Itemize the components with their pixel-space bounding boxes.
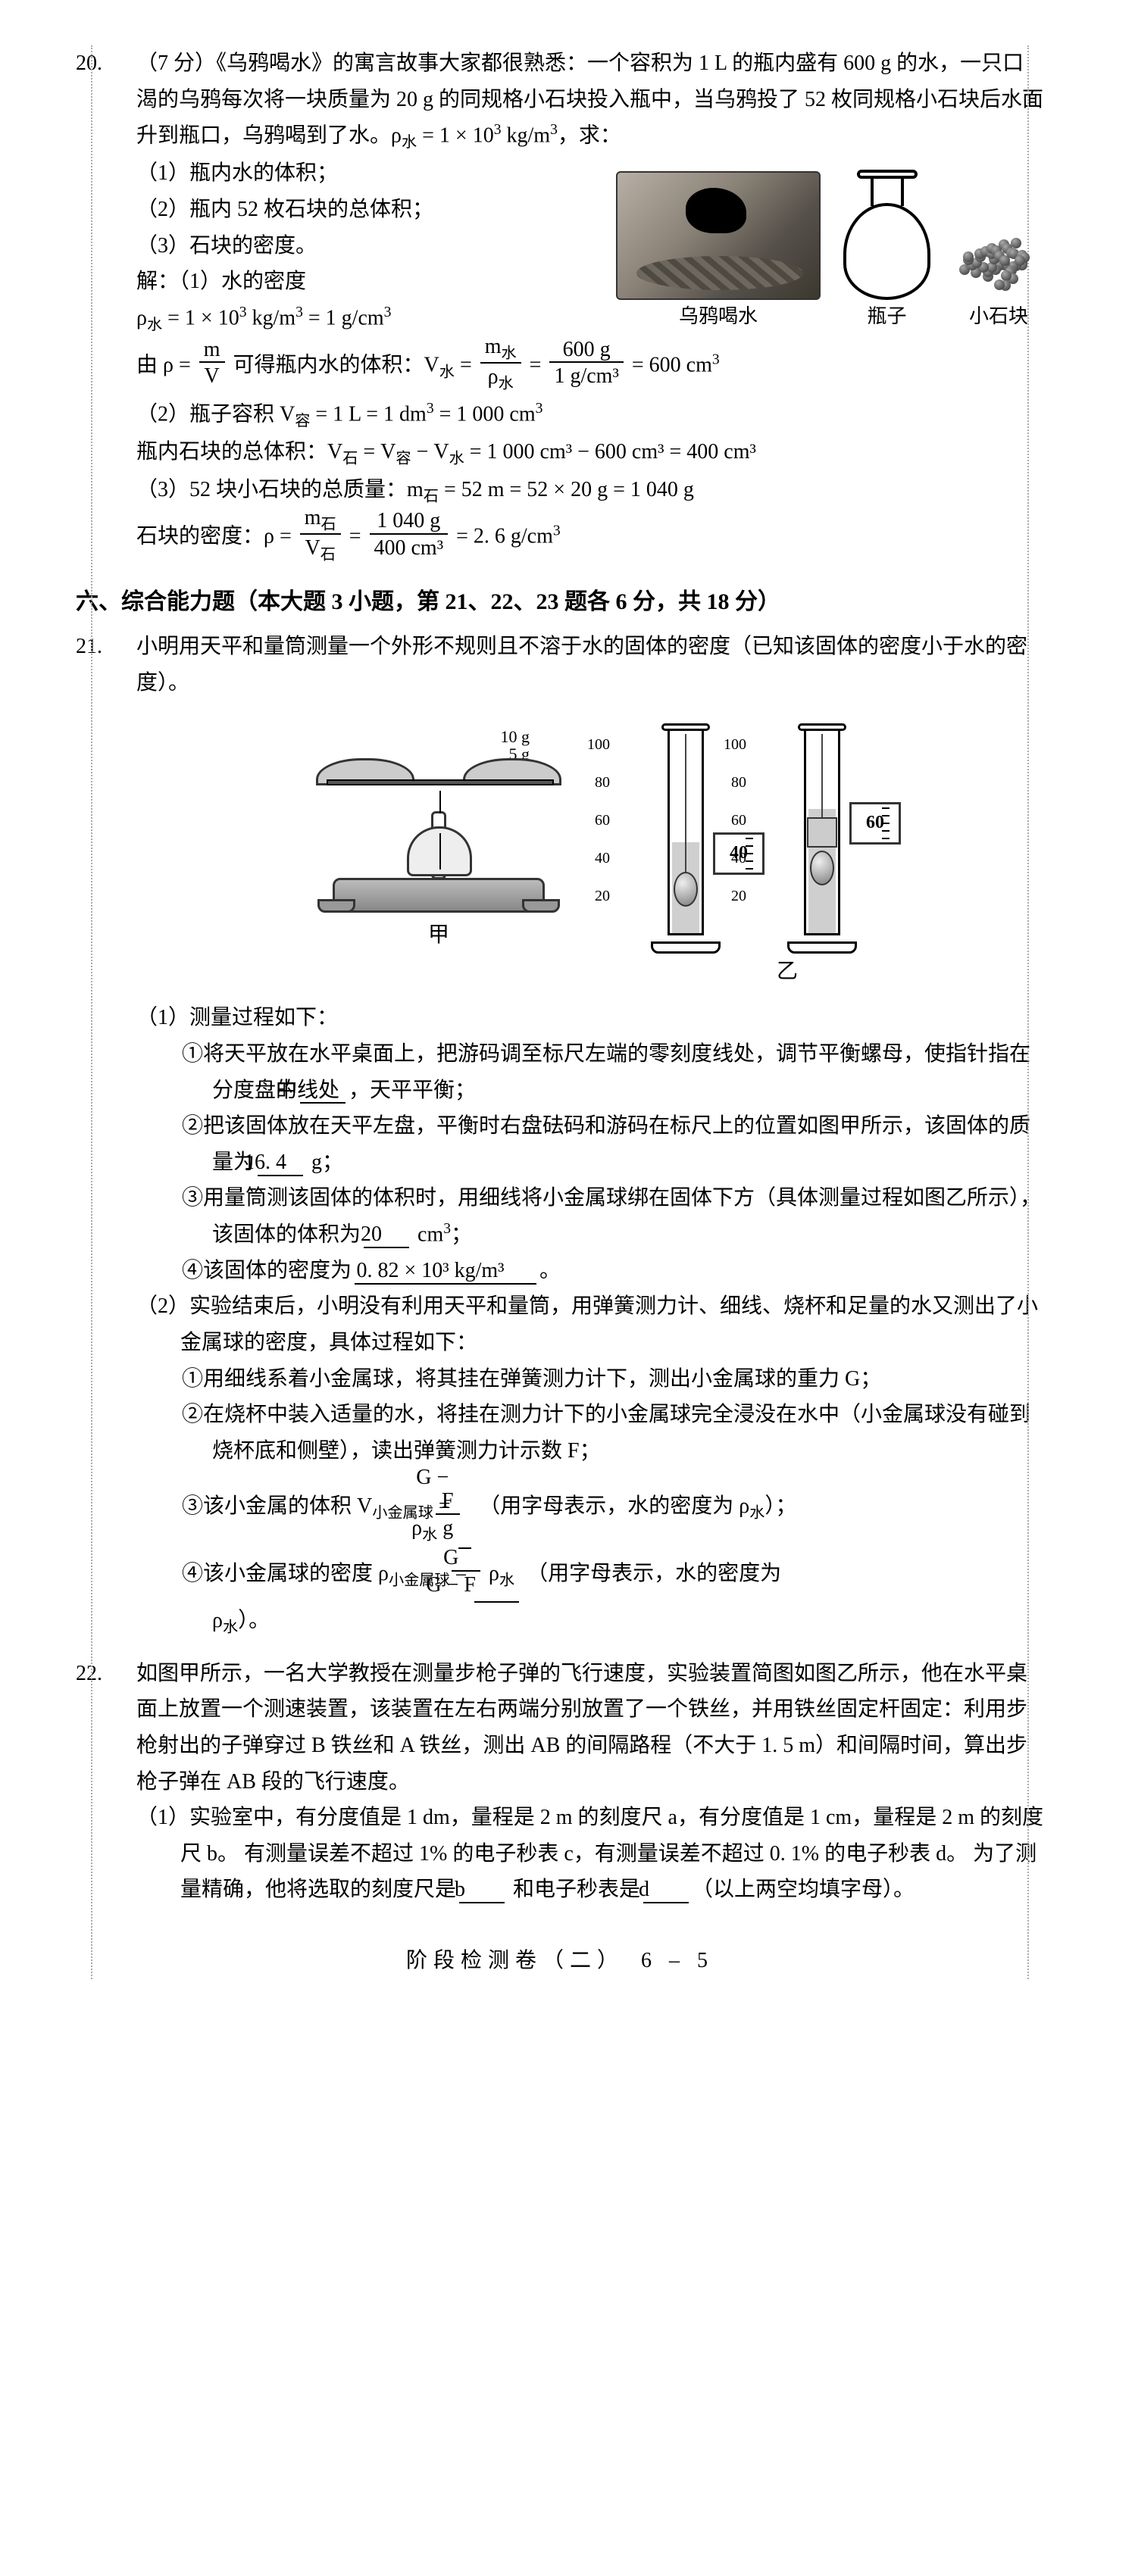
q21-p1-head: （1）测量过程如下： [136, 1000, 1044, 1036]
illus-flask: 瓶子 [843, 171, 930, 333]
question-21: 21. 小明用天平和量筒测量一个外形不规则且不溶于水的固体的密度（已知该固体的密… [76, 629, 1044, 1641]
q21-p2-head: （2）实验结束后，小明没有利用天平和量筒，用弹簧测力计、细线、烧杯和足量的水又测… [136, 1288, 1044, 1360]
q21-step-2: ②把该固体放在天平左盘，平衡时右盘砝码和游码在标尺上的位置如图甲所示，该固体的质… [136, 1108, 1044, 1180]
q20-sub-3: （3）石块的密度。 [136, 228, 601, 264]
q20-sol3-line1: （3）52 块小石块的总质量：m石 = 52 m = 52 × 20 g = 1… [136, 472, 1044, 510]
figure-jia: 10 g 5 g 甲 [310, 708, 568, 954]
q22-number: 22. [76, 1656, 136, 1692]
q22-stem: 如图甲所示，一名大学教授在测量步枪子弹的飞行速度，实验装置简图如图乙所示，他在水… [136, 1656, 1044, 1800]
q21-stem: 小明用天平和量筒测量一个外形不规则且不溶于水的固体的密度（已知该固体的密度小于水… [136, 629, 1044, 701]
q21-step-4: ④该固体的密度为0. 82 × 10³ kg/m³。 [136, 1253, 1044, 1289]
q20-sol3-line2: 石块的密度：ρ = m石V石 = 1 040 g400 cm³ = 2. 6 g… [136, 509, 1044, 567]
q20-stem: （7 分）《乌鸦喝水》的寓言故事大家都很熟悉：一个容积为 1 L 的瓶内盛有 6… [136, 45, 1044, 155]
question-22: 22. 如图甲所示，一名大学教授在测量步枪子弹的飞行速度，实验装置简图如图乙所示… [76, 1656, 1044, 1908]
figure-yi: mL 10080604020 40 mL [636, 726, 871, 954]
q21-t-2: ②在烧杯中装入适量的水，将挂在测力计下的小金属球完全浸没在水中（小金属球没有碰到… [136, 1397, 1044, 1469]
q21-step-1: ①将天平放在水平桌面上，把游码调至标尺左端的零刻度线处，调节平衡螺母，使指针指在… [136, 1036, 1044, 1108]
q20-sol-rho: ρ水 = 1 × 103 kg/m3 = 1 g/cm3 [136, 300, 601, 338]
q22-p1: （1）实验室中，有分度值是 1 dm，量程是 2 m 的刻度尺 a，有分度值是 … [136, 1800, 1044, 1908]
q21-t-4: ④该小金属球的密度 ρ小金属球 = GG − F ρ水 （用字母表示，水的密度为 [136, 1549, 1044, 1603]
q21-t-4-tail: ρ水）。 [136, 1603, 1044, 1641]
q20-sol-head: 解：（1）水的密度 [136, 264, 601, 300]
q20-sol2-line2: 瓶内石块的总体积：V石 = V容 − V水 = 1 000 cm³ − 600 … [136, 434, 1044, 472]
q21-step-3: ③用量筒测该固体的体积时，用细线将小金属球绑在固体下方（具体测量过程如图乙所示）… [136, 1180, 1044, 1253]
illus-pebbles: 小石块 [953, 209, 1044, 333]
question-20: 20. （7 分）《乌鸦喝水》的寓言故事大家都很熟悉：一个容积为 1 L 的瓶内… [76, 45, 1044, 567]
q20-sol-line-vw: 由 ρ = mV 可得瓶内水的体积：V水 = m水ρ水 = 600 g1 g/c… [136, 338, 1044, 396]
section-6-heading: 六、综合能力题（本大题 3 小题，第 21、22、23 题各 6 分，共 18 … [76, 582, 1044, 621]
caption-yi: 乙 [530, 954, 1044, 990]
illus-crow: 乌鸦喝水 [616, 171, 821, 333]
q21-t-3: ③该小金属的体积 V小金属球 = G − Fρ水 g （用字母表示，水的密度为 … [136, 1469, 1044, 1548]
q21-number: 21. [76, 629, 136, 665]
q20-sub-1: （1）瓶内水的体积； [136, 155, 601, 192]
q20-sol2-line1: （2）瓶子容积 V容 = 1 L = 1 dm3 = 1 000 cm3 [136, 396, 1044, 434]
q20-sub-2: （2）瓶内 52 枚石块的总体积； [136, 192, 601, 228]
q20-number: 20. [76, 45, 136, 82]
page-footer: 阶段检测卷（二） 6 – 5 [76, 1943, 1044, 1979]
q21-t-1: ①用细线系着小金属球，将其挂在弹簧测力计下，测出小金属球的重力 G； [136, 1361, 1044, 1397]
